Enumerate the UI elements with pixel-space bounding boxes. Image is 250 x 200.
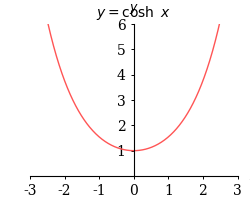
Text: $y$: $y$ [129, 2, 139, 16]
Title: $y = \cosh\ x$: $y = \cosh\ x$ [96, 4, 171, 22]
Text: $x$: $x$ [248, 170, 250, 182]
